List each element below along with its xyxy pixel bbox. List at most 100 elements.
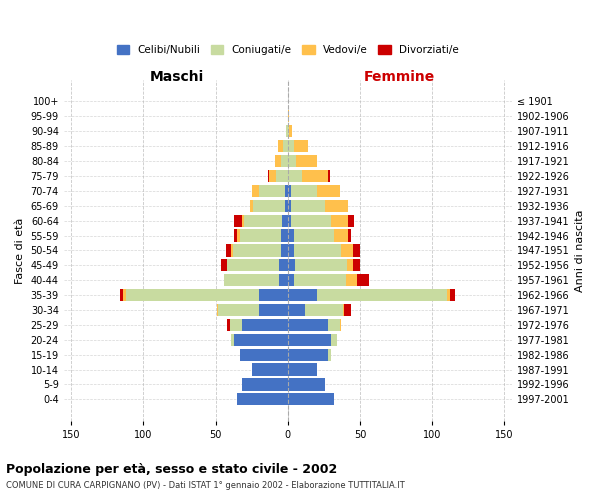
Bar <box>341 244 353 256</box>
Bar <box>230 319 242 331</box>
Bar <box>295 259 347 272</box>
Bar <box>221 259 227 272</box>
Bar <box>331 214 349 226</box>
Bar <box>268 170 269 182</box>
Bar <box>279 259 288 272</box>
Bar <box>289 125 292 138</box>
Bar <box>288 200 290 212</box>
Text: Maschi: Maschi <box>149 70 203 84</box>
Bar <box>227 319 230 331</box>
Bar <box>242 214 244 226</box>
Bar <box>296 155 317 167</box>
Bar <box>226 244 232 256</box>
Bar <box>227 259 279 272</box>
Bar <box>278 140 283 152</box>
Bar <box>242 319 288 331</box>
Bar <box>357 274 368 286</box>
Bar <box>288 364 317 376</box>
Bar <box>288 289 317 301</box>
Text: COMUNE DI CURA CARPIGNANO (PV) - Dati ISTAT 1° gennaio 2002 - Elaborazione TUTTI: COMUNE DI CURA CARPIGNANO (PV) - Dati IS… <box>6 481 405 490</box>
Bar <box>288 304 305 316</box>
Bar <box>290 214 331 226</box>
Bar <box>340 319 341 331</box>
Bar <box>282 214 288 226</box>
Bar <box>288 348 328 361</box>
Bar <box>285 184 288 197</box>
Bar <box>259 184 285 197</box>
Bar <box>259 304 288 316</box>
Bar <box>346 274 357 286</box>
Bar <box>293 274 346 286</box>
Bar <box>328 319 340 331</box>
Bar <box>288 244 293 256</box>
Bar <box>217 304 218 316</box>
Bar <box>232 334 234 346</box>
Bar <box>288 334 331 346</box>
Bar <box>343 304 344 316</box>
Bar <box>126 289 259 301</box>
Bar <box>293 244 341 256</box>
Bar <box>218 304 259 316</box>
Bar <box>285 200 288 212</box>
Bar <box>276 170 288 182</box>
Bar <box>240 348 288 361</box>
Bar <box>288 110 289 122</box>
Bar <box>317 289 446 301</box>
Bar <box>334 230 349 241</box>
Bar <box>281 230 288 241</box>
Bar <box>290 200 325 212</box>
Bar <box>237 394 288 406</box>
Bar <box>328 170 329 182</box>
Bar <box>288 214 290 226</box>
Bar <box>349 214 354 226</box>
Bar <box>234 334 288 346</box>
Text: Femmine: Femmine <box>364 70 434 84</box>
Bar <box>446 289 449 301</box>
Bar <box>349 230 352 241</box>
Bar <box>293 140 308 152</box>
Bar <box>232 244 233 256</box>
Bar <box>344 304 352 316</box>
Bar <box>269 170 276 182</box>
Bar <box>288 230 293 241</box>
Bar <box>288 378 325 390</box>
Bar <box>244 214 282 226</box>
Bar <box>234 230 237 241</box>
Bar <box>288 394 334 406</box>
Bar <box>288 259 295 272</box>
Bar <box>302 170 328 182</box>
Y-axis label: Anni di nascita: Anni di nascita <box>575 209 585 292</box>
Y-axis label: Fasce di età: Fasce di età <box>15 217 25 284</box>
Bar <box>288 274 293 286</box>
Bar <box>281 155 288 167</box>
Bar <box>449 289 455 301</box>
Bar <box>328 348 331 361</box>
Bar <box>288 184 290 197</box>
Bar <box>288 319 328 331</box>
Bar <box>251 364 288 376</box>
Bar <box>353 244 360 256</box>
Bar <box>305 304 343 316</box>
Bar <box>275 155 281 167</box>
Bar <box>288 125 289 138</box>
Bar <box>283 140 288 152</box>
Bar <box>123 289 126 301</box>
Bar <box>279 274 288 286</box>
Bar <box>234 214 242 226</box>
Text: Popolazione per età, sesso e stato civile - 2002: Popolazione per età, sesso e stato civil… <box>6 462 337 475</box>
Bar <box>353 259 360 272</box>
Bar <box>293 230 334 241</box>
Bar <box>331 334 337 346</box>
Bar <box>288 155 296 167</box>
Bar <box>347 259 353 272</box>
Legend: Celibi/Nubili, Coniugati/e, Vedovi/e, Divorziati/e: Celibi/Nubili, Coniugati/e, Vedovi/e, Di… <box>113 40 463 60</box>
Bar <box>288 170 302 182</box>
Bar <box>288 140 293 152</box>
Bar <box>233 244 281 256</box>
Bar <box>240 230 281 241</box>
Bar <box>286 125 288 138</box>
Bar <box>242 378 288 390</box>
Bar <box>250 200 253 212</box>
Bar <box>325 200 349 212</box>
Bar <box>317 184 340 197</box>
